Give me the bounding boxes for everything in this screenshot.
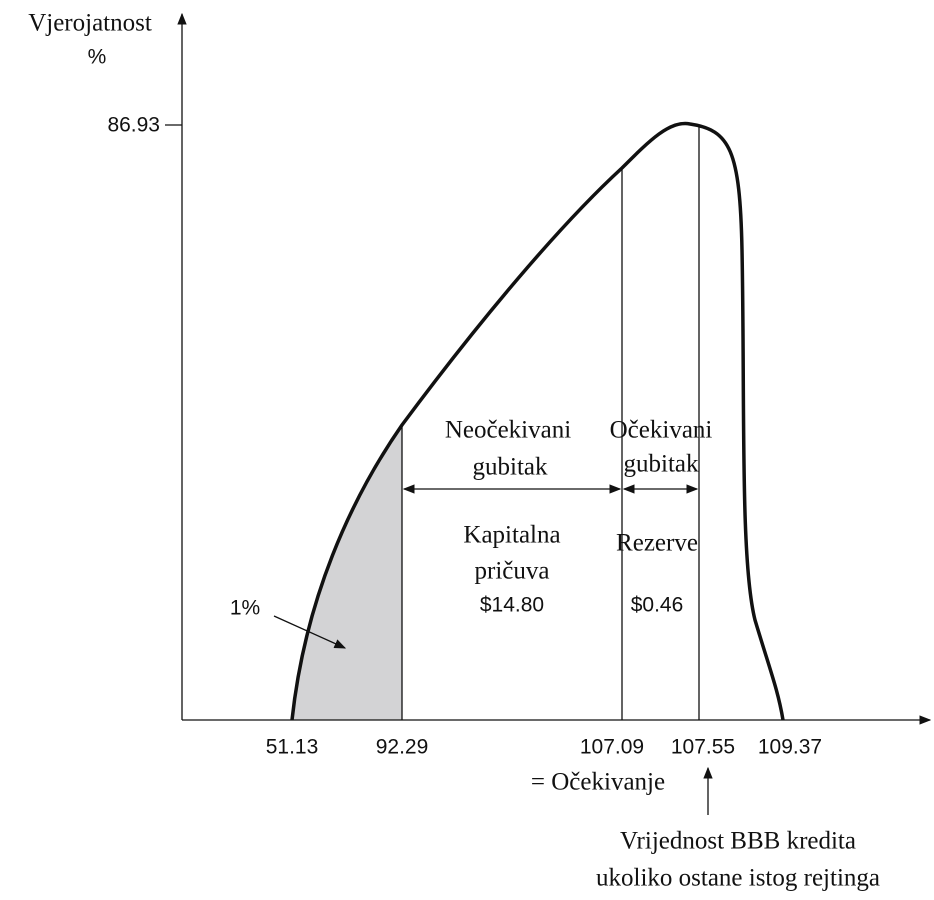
expected-label: = Očekivanje	[531, 769, 665, 796]
unexpected-loss: Neočekivani	[445, 417, 571, 444]
unexpected-loss: gubitak	[473, 454, 548, 481]
capital: pričuva	[475, 558, 550, 585]
expected-loss: gubitak	[624, 451, 699, 478]
reserves: Rezerve	[616, 530, 698, 557]
pointer-arrow	[273, 615, 347, 649]
x-tick-label: 107.55	[671, 736, 735, 759]
capital-value: $14.80	[480, 594, 544, 617]
y-tick-label: 86.93	[107, 114, 160, 137]
y-axis-unit: %	[88, 46, 107, 69]
capital: Kapitalna	[463, 522, 560, 549]
reserves-value: $0.46	[631, 594, 684, 617]
x-tick-label: 107.09	[580, 736, 644, 759]
x-tick-label: 109.37	[758, 736, 822, 759]
distribution-curve	[290, 121, 785, 721]
x-tick-label: 92.29	[376, 736, 429, 759]
expected-loss: Očekivani	[610, 417, 713, 444]
note: Vrijednost BBB kredita	[620, 828, 856, 855]
note: ukoliko ostane istog rejtinga	[596, 865, 880, 892]
tail-area	[292, 425, 402, 720]
tail-label: 1%	[230, 597, 260, 620]
x-tick-label: 51.13	[266, 736, 319, 759]
y-axis-label: Vjerojatnost	[28, 10, 152, 37]
